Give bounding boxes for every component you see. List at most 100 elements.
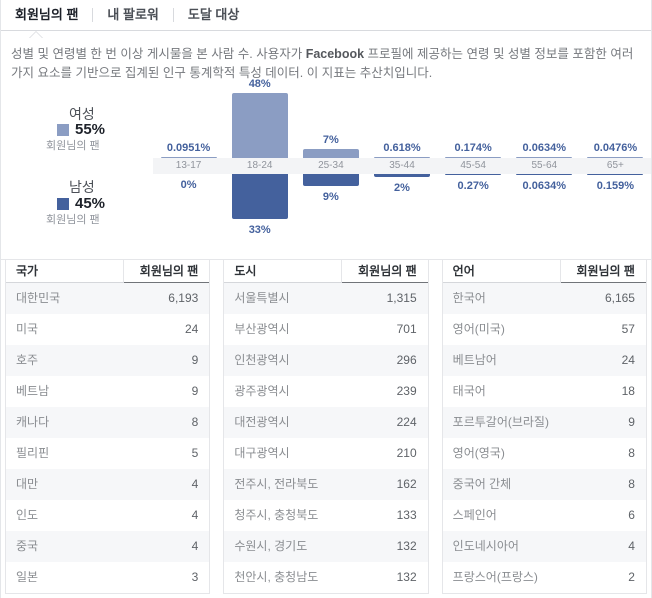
chart-legend: 여성 55% 회원님의 팬 남성 45% 회원님의 팬 xyxy=(1,83,151,259)
table-row: 미국 24 xyxy=(6,314,209,345)
age-tick-label: 18-24 xyxy=(246,160,273,171)
row-label: 서울특별시 xyxy=(234,291,290,305)
table-row: 영어(미국) 57 xyxy=(443,314,646,345)
row-value: 8 xyxy=(628,446,635,460)
chart-column-55-64: 0.0634% 55-64 0.0634% xyxy=(509,83,580,259)
row-label: 필리핀 xyxy=(16,446,50,460)
row-value: 2 xyxy=(628,570,635,584)
row-label: 청주시, 충청북도 xyxy=(234,508,319,522)
female-color-swatch xyxy=(57,123,69,136)
female-value-label: 0.174% xyxy=(454,142,492,154)
row-value: 296 xyxy=(396,353,417,367)
row-label: 영어(영국) xyxy=(452,446,505,460)
female-bar xyxy=(231,93,288,158)
male-value-label: 0.0634% xyxy=(522,180,566,192)
row-value: 210 xyxy=(396,446,417,460)
row-label: 호주 xyxy=(16,353,39,367)
table-row: 인도네시아어 4 xyxy=(442,531,646,562)
description-text: 성별 및 연령별 한 번 이상 게시물을 본 사람 수. 사용자가 Facebo… xyxy=(11,47,634,80)
chart-column-25-34: 7% 25-34 9% xyxy=(295,83,366,259)
chart-column-45-54: 0.174% 45-54 0.27% xyxy=(438,83,509,259)
row-label: 베트남 xyxy=(16,384,50,398)
row-label: 전주시, 전라북도 xyxy=(234,477,319,491)
age-tick-label: 55-64 xyxy=(531,160,558,171)
row-label: 중국어 간체 xyxy=(452,477,512,491)
table-row: 일본 3 xyxy=(6,562,209,593)
demographics-chart: 여성 55% 회원님의 팬 남성 45% 회원님의 팬 0.0951% 13-17… xyxy=(1,78,651,259)
row-label: 인도 xyxy=(16,508,39,522)
country-column-header: 국가 xyxy=(6,260,124,283)
fans-column-header[interactable]: 회원님의 팬 xyxy=(123,260,210,283)
row-label: 포르투갈어(브라질) xyxy=(452,415,549,429)
table-row: 대한민국 6,193 xyxy=(6,283,210,314)
row-label: 스페인어 xyxy=(452,508,497,522)
row-label: 캐나다 xyxy=(16,415,50,429)
tab-divider xyxy=(92,8,94,22)
row-value: 4 xyxy=(628,539,635,553)
female-value-label: 48% xyxy=(248,78,271,90)
fans-column-header[interactable]: 회원님의 팬 xyxy=(560,260,646,283)
city-table: 도시 회원님의 팬 서울특별시 1,315 부산광역시 701 인천광역시 296 광주광역시 2… xyxy=(223,260,429,594)
language-table: 언어 회원님의 팬 한국어 6,165 영어(미국) 57 베트남어 24 태국어 18 포르투갈어… xyxy=(441,260,647,594)
table-row: 베트남어 24 xyxy=(442,345,646,376)
breakdown-tables: 국가 회원님의 팬 대한민국 6,193 미국 24 호주 9 베트남 9 캐나다 8 필리핀 5 대만 4 인… xyxy=(1,259,651,594)
table-row: 청주시, 충청북도 133 xyxy=(224,500,427,531)
female-value-label: 0.0634% xyxy=(522,142,566,154)
chart-column-13-17: 0.0951% 13-17 0% xyxy=(153,83,224,259)
row-value: 701 xyxy=(396,322,417,336)
fans-column-header[interactable]: 회원님의 팬 xyxy=(342,260,428,283)
country-table: 국가 회원님의 팬 대한민국 6,193 미국 24 호주 9 베트남 9 캐나다 8 필리핀 5 대만 4 인… xyxy=(5,260,211,594)
male-color-swatch xyxy=(57,197,69,210)
row-value: 3 xyxy=(191,570,199,584)
tab-your-fans[interactable]: 회원님의 팬 xyxy=(15,7,79,22)
female-bar xyxy=(516,157,573,158)
row-value: 132 xyxy=(396,570,417,584)
male-value-label: 33% xyxy=(248,224,271,236)
table-row: 전주시, 전라북도 162 xyxy=(224,469,428,500)
row-label: 인천광역시 xyxy=(234,353,290,367)
female-bar xyxy=(160,157,217,158)
table-row: 인천광역시 296 xyxy=(224,345,428,376)
row-label: 일본 xyxy=(16,570,39,584)
row-value: 239 xyxy=(396,384,417,398)
row-label: 수원시, 경기도 xyxy=(234,539,308,553)
chart-column-18-24: 48% 18-24 33% xyxy=(224,78,295,259)
row-value: 9 xyxy=(191,384,199,398)
table-row: 영어(영국) 8 xyxy=(443,438,646,469)
table-header: 도시 회원님의 팬 xyxy=(224,260,428,283)
male-bar xyxy=(231,174,288,219)
facebook-word: Facebook xyxy=(305,47,365,61)
row-value: 4 xyxy=(191,539,199,553)
row-label: 태국어 xyxy=(452,384,486,398)
table-row: 태국어 18 xyxy=(443,376,646,407)
tab-people-reached[interactable]: 도달 대상 xyxy=(187,7,240,22)
table-row: 천안시, 충청남도 132 xyxy=(224,562,427,593)
tab-my-followers[interactable]: 내 팔로워 xyxy=(107,7,159,22)
row-value: 9 xyxy=(628,415,635,429)
table-row: 스페인어 6 xyxy=(443,500,646,531)
row-label: 부산광역시 xyxy=(234,322,290,336)
row-value: 24 xyxy=(184,322,199,336)
female-bar xyxy=(302,149,359,158)
row-value: 24 xyxy=(621,353,635,367)
audience-tabbar: 회원님의 팬 내 팔로워 도달 대상 xyxy=(1,0,651,38)
table-header: 언어 회원님의 팬 xyxy=(442,260,646,283)
table-row: 부산광역시 701 xyxy=(224,314,427,345)
active-tab-notch xyxy=(29,31,43,45)
male-percent: 45% xyxy=(75,195,106,212)
age-tick-label: 45-54 xyxy=(460,160,486,171)
female-value-label: 0.0951% xyxy=(166,142,211,154)
female-bar xyxy=(445,157,502,158)
row-value: 18 xyxy=(621,384,635,398)
male-value-label: 0.159% xyxy=(596,180,635,192)
table-row: 호주 9 xyxy=(6,345,210,376)
table-row: 수원시, 경기도 132 xyxy=(224,531,428,562)
age-tick-label: 25-34 xyxy=(318,160,344,171)
chart-column-35-44: 0.618% 35-44 2% xyxy=(366,83,437,259)
row-label: 대만 xyxy=(16,477,39,491)
age-tick-label: 13-17 xyxy=(175,160,202,171)
male-value-label: 0.27% xyxy=(457,180,489,192)
male-bar xyxy=(587,174,644,175)
chart-column-65+: 0.0476% 65+ 0.159% xyxy=(580,83,651,259)
table-row: 베트남 9 xyxy=(6,376,209,407)
